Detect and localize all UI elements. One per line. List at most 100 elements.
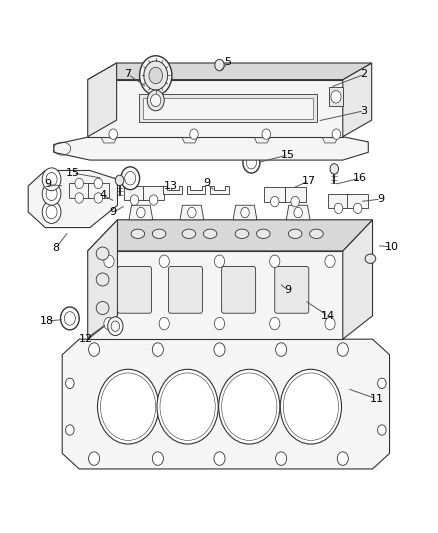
Circle shape: [157, 369, 218, 444]
Circle shape: [65, 425, 74, 435]
Polygon shape: [186, 186, 205, 194]
Polygon shape: [284, 187, 305, 201]
Text: 4: 4: [99, 190, 106, 200]
Circle shape: [94, 193, 102, 203]
FancyBboxPatch shape: [168, 266, 202, 313]
Ellipse shape: [182, 229, 195, 238]
Polygon shape: [327, 194, 348, 208]
Polygon shape: [88, 183, 109, 198]
Polygon shape: [254, 138, 269, 143]
Polygon shape: [88, 220, 372, 251]
Text: 15: 15: [280, 150, 294, 160]
Text: 17: 17: [301, 176, 315, 186]
Circle shape: [42, 168, 61, 191]
Circle shape: [290, 197, 299, 207]
Circle shape: [139, 56, 172, 95]
Circle shape: [130, 195, 138, 205]
Circle shape: [136, 207, 145, 217]
Text: 11: 11: [369, 394, 383, 404]
Circle shape: [42, 182, 61, 205]
Text: 9: 9: [44, 180, 51, 189]
Text: 9: 9: [110, 207, 117, 217]
Polygon shape: [129, 205, 152, 220]
FancyBboxPatch shape: [221, 266, 255, 313]
Text: 3: 3: [360, 106, 367, 116]
Circle shape: [333, 203, 342, 214]
Circle shape: [60, 307, 79, 330]
Circle shape: [332, 129, 340, 139]
Polygon shape: [286, 205, 309, 220]
Circle shape: [150, 94, 160, 107]
Circle shape: [269, 317, 279, 330]
Circle shape: [293, 207, 302, 217]
Text: 13: 13: [163, 181, 177, 191]
Circle shape: [75, 193, 83, 203]
Text: 18: 18: [40, 316, 54, 326]
Text: 8: 8: [52, 244, 59, 253]
Circle shape: [330, 91, 340, 103]
Circle shape: [144, 61, 167, 90]
Ellipse shape: [96, 247, 109, 260]
Circle shape: [120, 167, 139, 190]
Ellipse shape: [152, 229, 166, 238]
FancyBboxPatch shape: [274, 266, 308, 313]
Circle shape: [94, 178, 102, 189]
Ellipse shape: [131, 229, 145, 238]
Circle shape: [75, 178, 83, 189]
Polygon shape: [124, 185, 145, 200]
Polygon shape: [180, 205, 203, 220]
Text: 16: 16: [352, 173, 366, 183]
Circle shape: [329, 164, 338, 174]
Circle shape: [240, 207, 249, 217]
Circle shape: [109, 129, 117, 139]
Text: 12: 12: [78, 334, 92, 344]
Polygon shape: [163, 186, 182, 194]
Circle shape: [88, 452, 99, 465]
Polygon shape: [53, 137, 367, 160]
Polygon shape: [88, 251, 342, 339]
Polygon shape: [321, 138, 337, 143]
Circle shape: [218, 369, 279, 444]
Polygon shape: [68, 183, 90, 198]
Text: 7: 7: [124, 69, 131, 79]
Circle shape: [261, 129, 270, 139]
Circle shape: [107, 317, 123, 336]
Circle shape: [353, 203, 361, 214]
Polygon shape: [342, 63, 371, 137]
Polygon shape: [138, 94, 317, 122]
Text: 2: 2: [360, 69, 367, 79]
Polygon shape: [88, 63, 371, 79]
Polygon shape: [62, 339, 389, 469]
Ellipse shape: [309, 229, 322, 238]
Polygon shape: [346, 194, 367, 208]
FancyBboxPatch shape: [117, 266, 151, 313]
Text: 5: 5: [224, 58, 231, 68]
Circle shape: [377, 378, 385, 389]
Text: 10: 10: [384, 242, 398, 252]
Circle shape: [152, 343, 163, 356]
Ellipse shape: [96, 273, 109, 286]
Polygon shape: [210, 186, 228, 194]
Ellipse shape: [235, 229, 248, 238]
Polygon shape: [342, 220, 372, 339]
Polygon shape: [143, 98, 312, 118]
Circle shape: [152, 452, 163, 465]
Circle shape: [159, 317, 169, 330]
Circle shape: [242, 152, 259, 173]
Polygon shape: [233, 205, 256, 220]
Ellipse shape: [256, 229, 269, 238]
Circle shape: [88, 343, 99, 356]
Circle shape: [147, 90, 164, 111]
Circle shape: [324, 255, 334, 268]
Circle shape: [214, 317, 224, 330]
Circle shape: [159, 255, 169, 268]
Circle shape: [115, 175, 124, 185]
Circle shape: [42, 200, 61, 223]
Polygon shape: [88, 79, 342, 137]
Polygon shape: [88, 220, 117, 339]
Ellipse shape: [364, 254, 375, 263]
Circle shape: [189, 129, 198, 139]
Polygon shape: [182, 138, 197, 143]
Polygon shape: [88, 63, 117, 137]
Circle shape: [275, 452, 286, 465]
